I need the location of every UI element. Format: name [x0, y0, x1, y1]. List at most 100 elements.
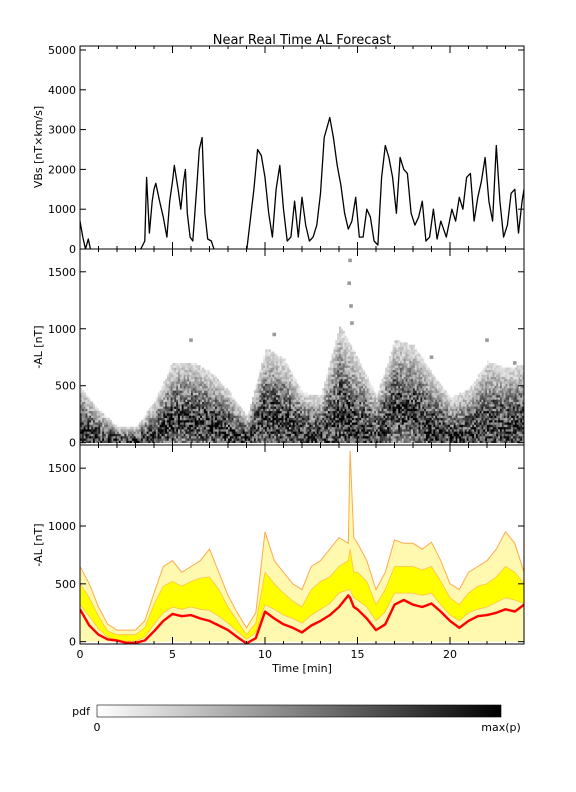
heatmap-cell [363, 369, 366, 373]
heatmap-cell [339, 413, 342, 416]
heatmap-cell [340, 347, 343, 350]
heatmap-cell [344, 381, 347, 384]
heatmap-cell [154, 433, 157, 437]
heatmap-cell [324, 404, 327, 407]
heatmap-cell [189, 419, 192, 423]
heatmap-cell [255, 422, 258, 425]
heatmap-cell [361, 390, 364, 393]
heatmap-cell [81, 404, 84, 407]
heatmap-cell [159, 424, 162, 428]
heatmap-cell [165, 404, 168, 407]
heatmap-cell [357, 415, 360, 418]
heatmap-cell [268, 381, 271, 384]
heatmap-cell [335, 369, 338, 373]
heatmap-cell [290, 440, 294, 443]
heatmap-cell [209, 422, 212, 425]
heatmap-cell [387, 363, 390, 366]
heatmap-cell [289, 392, 292, 396]
heatmap-cell [340, 376, 343, 380]
heatmap-cell [363, 397, 366, 400]
heatmap-cell [259, 424, 262, 428]
heatmap-cell [342, 369, 345, 373]
heatmap-cell [229, 397, 232, 400]
heatmap-cell [81, 394, 84, 398]
heatmap-cell [133, 429, 136, 432]
heatmap-cell [178, 413, 181, 416]
heatmap-cell [222, 413, 225, 416]
heatmap-cell [329, 431, 332, 434]
heatmap-cell [213, 429, 216, 432]
heatmap-cell [196, 399, 199, 402]
heatmap-cell [307, 410, 310, 414]
heatmap-cell [218, 431, 221, 434]
heatmap-cell [187, 399, 190, 402]
heatmap-cell [283, 358, 286, 361]
heatmap-cell [300, 433, 303, 437]
heatmap-cell [329, 408, 332, 412]
heatmap-cell [331, 383, 334, 387]
heatmap-cell [396, 392, 399, 396]
heatmap-cell [209, 401, 212, 405]
heatmap-cell [253, 394, 256, 398]
heatmap-cell [357, 426, 360, 430]
heatmap-cell [257, 431, 260, 434]
heatmap-cell [252, 417, 255, 421]
heatmap-cell [277, 358, 281, 361]
heatmap-cell [191, 390, 194, 393]
heatmap-cell [157, 410, 160, 414]
heatmap-cell [174, 374, 177, 377]
heatmap-cell [128, 435, 131, 439]
heatmap-cell [322, 433, 325, 437]
heatmap-cell [294, 433, 297, 437]
heatmap-cell [401, 383, 405, 387]
heatmap-cell [296, 397, 299, 400]
heatmap-cell [202, 435, 205, 439]
heatmap-cell [403, 438, 406, 441]
heatmap-cell [220, 426, 223, 430]
heatmap-cell [207, 406, 210, 409]
heatmap-cell [290, 401, 294, 405]
heatmap-cell [327, 438, 331, 441]
heatmap-cell [324, 422, 327, 425]
heatmap-cell [388, 408, 392, 412]
heatmap-cell [363, 406, 366, 409]
heatmap-cell [316, 410, 319, 414]
heatmap-cell [394, 415, 397, 418]
heatmap-cell [183, 408, 186, 412]
heatmap-cell [339, 394, 342, 398]
heatmap-cell [272, 372, 275, 375]
heatmap-cell [350, 401, 353, 405]
heatmap-cell [135, 431, 138, 434]
heatmap-cell [324, 440, 327, 443]
heatmap-cell [154, 429, 157, 432]
heatmap-cell [187, 431, 190, 434]
heatmap-cell [172, 404, 175, 407]
heatmap-cell [152, 424, 155, 428]
heatmap-cell [366, 410, 369, 414]
heatmap-cell [381, 408, 384, 412]
heatmap-cell [139, 438, 142, 441]
heatmap-cell [285, 376, 288, 380]
heatmap-cell [361, 381, 364, 384]
heatmap-cell [403, 413, 406, 416]
heatmap-cell [98, 431, 101, 434]
heatmap-cell [276, 438, 279, 441]
heatmap-cell [337, 394, 340, 398]
heatmap-cell [176, 383, 179, 387]
heatmap-cell [342, 342, 345, 345]
heatmap-cell [339, 337, 342, 341]
heatmap-cell [340, 328, 343, 332]
heatmap-cell [148, 440, 151, 443]
heatmap-cell [327, 440, 331, 443]
heatmap-cell [344, 422, 347, 425]
heatmap-cell [205, 415, 208, 418]
heatmap-cell [346, 431, 349, 434]
heatmap-cell [390, 424, 393, 428]
heatmap-cell [226, 408, 229, 412]
heatmap-cell [355, 417, 358, 421]
heatmap-cell [165, 424, 168, 428]
heatmap-cell [411, 349, 414, 352]
heatmap-cell [174, 399, 177, 402]
heatmap-cell [331, 397, 334, 400]
heatmap-cell [172, 399, 175, 402]
